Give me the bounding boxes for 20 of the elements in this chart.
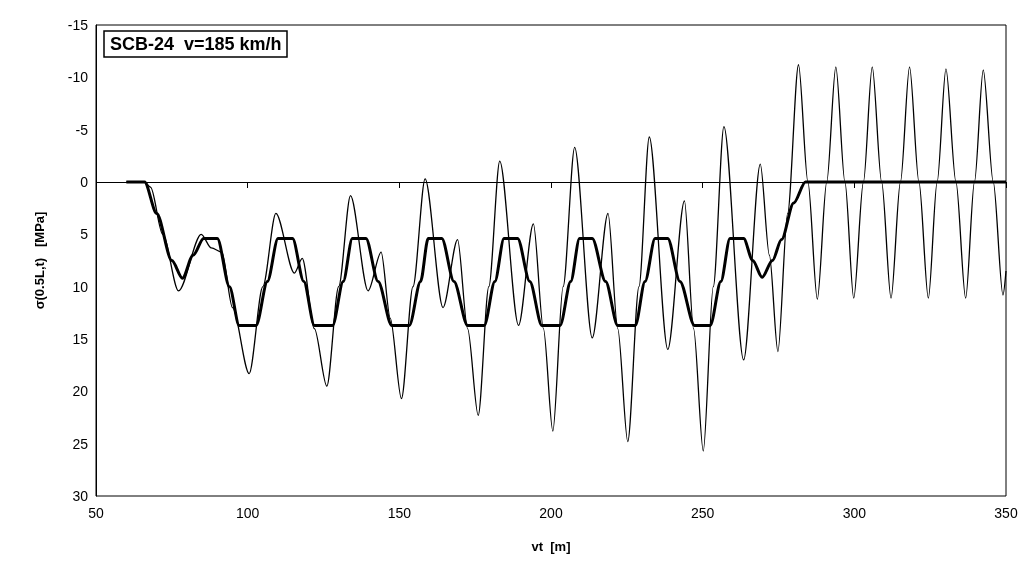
y-tick-label: -5 xyxy=(75,121,89,138)
y-tick-label: -15 xyxy=(67,17,89,33)
x-tick-label: 100 xyxy=(235,505,260,521)
x-tick-label: 350 xyxy=(994,505,1018,521)
annotation: SCB-24 v=185 km/h xyxy=(110,34,282,54)
y-tick-label: 0 xyxy=(80,174,89,190)
y-tick-label: 15 xyxy=(72,331,89,347)
y-tick-label: 25 xyxy=(72,435,89,452)
x-tick-label: 150 xyxy=(387,505,412,521)
x-tick-label: 250 xyxy=(690,505,715,521)
y-tick-label: 10 xyxy=(72,278,89,295)
x-axis-title: vt [m] xyxy=(531,539,571,554)
x-tick-label: 50 xyxy=(88,505,104,521)
y-tick-label: 30 xyxy=(72,488,89,504)
x-tick-label: 200 xyxy=(539,505,563,521)
y-tick-label: 5 xyxy=(80,226,89,243)
x-tick-label: 300 xyxy=(842,505,867,521)
y-tick-label: -10 xyxy=(67,69,89,86)
y-tick-label: 20 xyxy=(72,383,89,400)
y-axis-title: σ(0.5L,t) [MPa] xyxy=(32,211,47,310)
